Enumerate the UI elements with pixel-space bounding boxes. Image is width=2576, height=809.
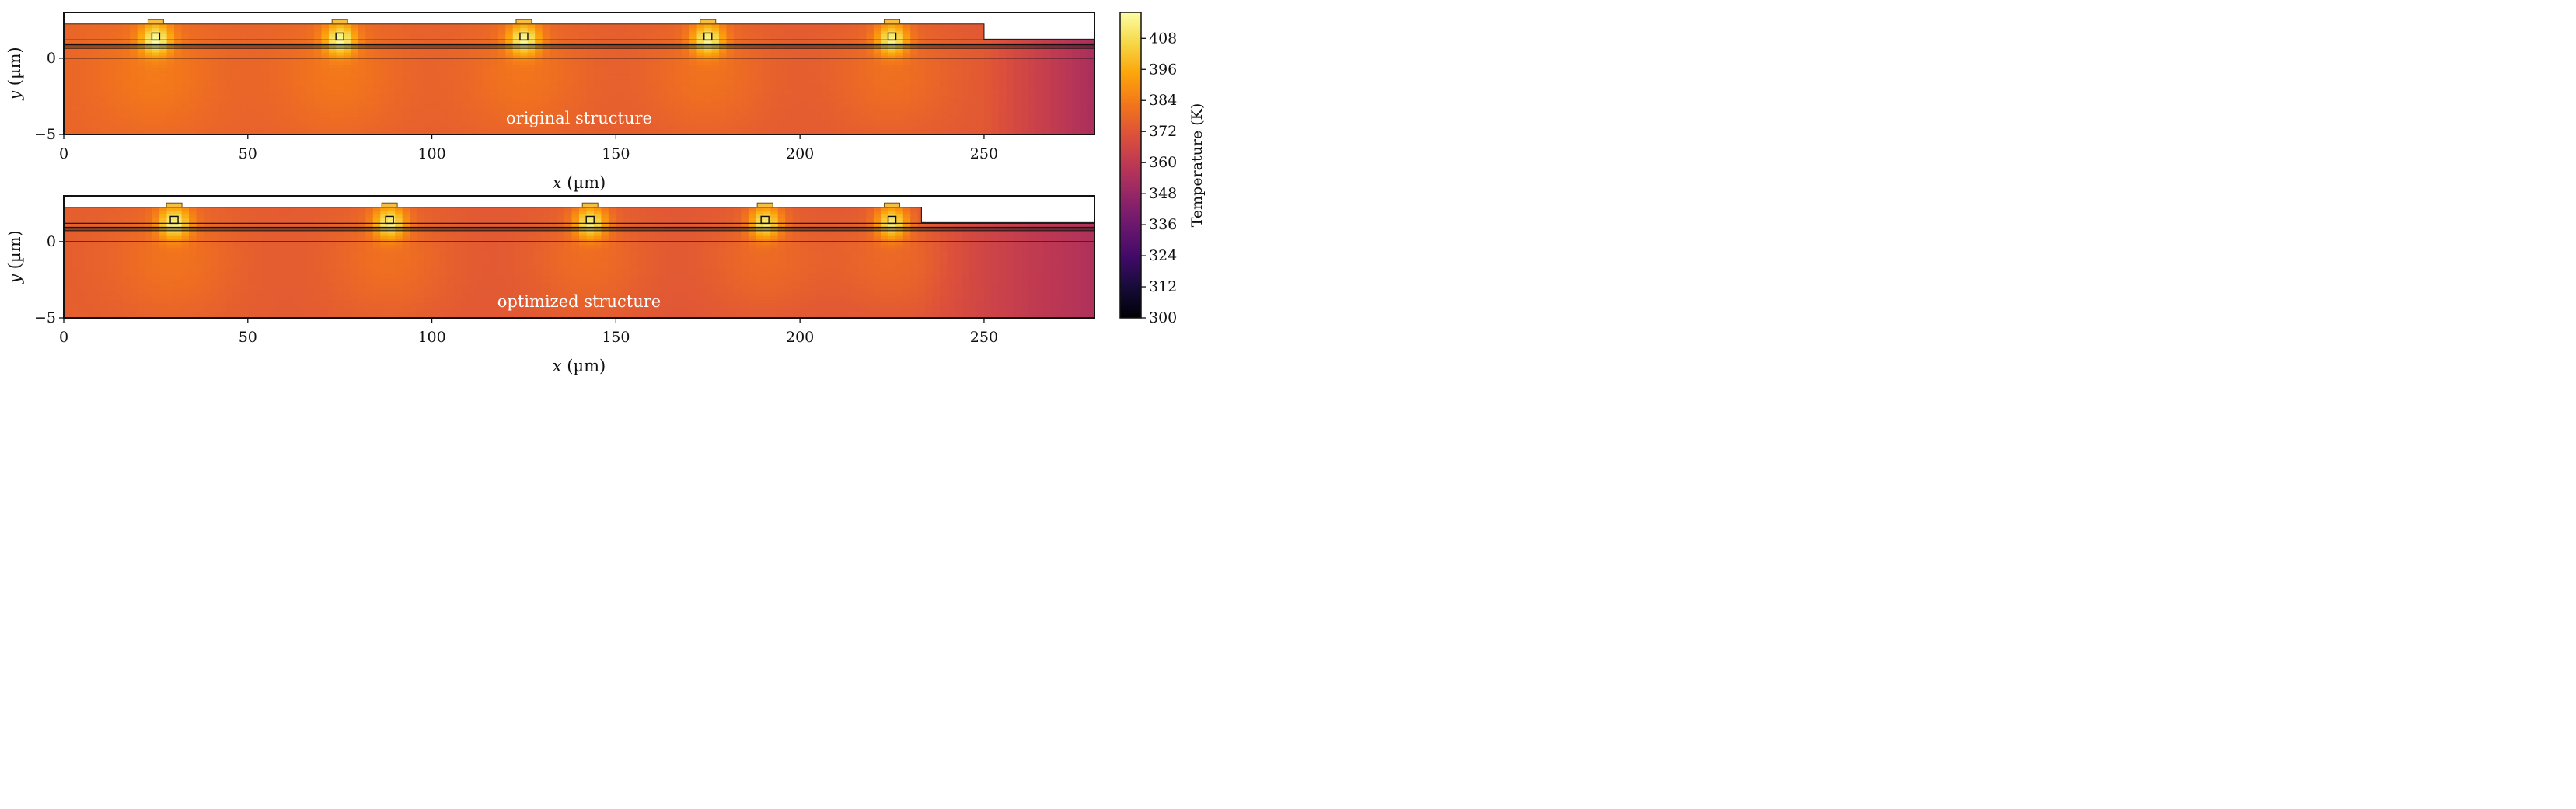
x-tick-label: 250 — [970, 145, 998, 162]
x-tick-label: 0 — [59, 329, 68, 346]
panel-annotation: optimized structure — [497, 292, 661, 311]
x-tick-label: 200 — [786, 145, 814, 162]
heater — [700, 19, 717, 25]
x-tick-label: 50 — [239, 329, 257, 346]
waveguide-core — [703, 32, 713, 41]
plot-frame — [63, 195, 1095, 319]
x-tick-label: 100 — [417, 145, 445, 162]
x-tick-label: 50 — [239, 145, 257, 162]
empty-region — [984, 12, 1094, 39]
waveguide-core — [760, 215, 770, 225]
heater — [147, 19, 164, 25]
slab-step — [983, 23, 1094, 40]
colorbar-tick-label: 336 — [1149, 216, 1177, 233]
waveguide-core — [385, 215, 394, 225]
heater — [756, 202, 773, 208]
x-axis-label: x (µm) — [553, 173, 606, 192]
x-tick-label: 0 — [59, 145, 68, 162]
waveguide-core — [585, 215, 595, 225]
colorbar-tick-label: 384 — [1149, 92, 1177, 109]
slab-step — [920, 207, 1094, 223]
waveguide-core — [887, 32, 897, 41]
plot-frame — [63, 12, 1095, 135]
y-axis-label: y (µm) — [5, 47, 24, 101]
x-tick-label: 150 — [602, 329, 630, 346]
y-tick-label: 0 — [47, 233, 56, 250]
colorbar-tick-label: 360 — [1149, 154, 1177, 171]
colorbar-label: Temperature (K) — [1189, 103, 1206, 228]
y-tick-label: −5 — [34, 309, 56, 326]
colorbar-tick-label: 300 — [1149, 309, 1177, 326]
waveguide-core — [519, 32, 529, 41]
waveguide-core — [887, 215, 897, 225]
colorbar: 300 312 324 336 348 360 372 384 396 408 Temperatur… — [1119, 12, 1206, 326]
colorbar-tick-label: 372 — [1149, 123, 1177, 140]
colorbar-tick-label: 324 — [1149, 247, 1177, 264]
x-tick-label: 150 — [602, 145, 630, 162]
y-axis-label: y (µm) — [5, 230, 24, 284]
heater — [884, 202, 901, 208]
heater — [381, 202, 398, 208]
x-tick-label: 100 — [417, 329, 445, 346]
y-tick-label: 0 — [47, 50, 56, 67]
x-axis-label: x (µm) — [553, 357, 606, 375]
colorbar-tick-label: 396 — [1149, 61, 1177, 78]
waveguide-core — [169, 215, 179, 225]
heater — [581, 202, 599, 208]
colorbar-gradient — [1119, 12, 1142, 319]
waveguide-core — [335, 32, 344, 41]
colorbar-tick-label: 312 — [1149, 278, 1177, 295]
x-tick-label: 200 — [786, 329, 814, 346]
heater — [331, 19, 348, 25]
heater — [166, 202, 183, 208]
heater — [515, 19, 532, 25]
heater — [884, 19, 901, 25]
empty-region — [921, 196, 1094, 222]
x-tick-label: 250 — [970, 329, 998, 346]
waveguide-core — [151, 32, 161, 41]
y-tick-label: −5 — [34, 126, 56, 143]
colorbar-tick-label: 408 — [1149, 30, 1177, 47]
panel-annotation: original structure — [506, 109, 652, 127]
colorbar-tick-label: 348 — [1149, 185, 1177, 202]
heatmap-field — [64, 207, 1094, 318]
